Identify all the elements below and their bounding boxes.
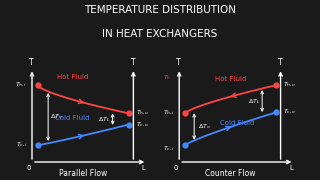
Text: T: T [278, 58, 283, 68]
Text: $T_{c,o}$: $T_{c,o}$ [283, 108, 296, 116]
Text: IN HEAT EXCHANGERS: IN HEAT EXCHANGERS [102, 29, 218, 39]
Text: Parallel Flow: Parallel Flow [59, 170, 107, 179]
Text: Cold Fluid: Cold Fluid [55, 115, 90, 121]
Text: TEMPERATURE DISTRIBUTION: TEMPERATURE DISTRIBUTION [84, 5, 236, 15]
Text: $\Delta T_o$: $\Delta T_o$ [198, 122, 210, 131]
Text: Hot Fluid: Hot Fluid [215, 75, 247, 82]
Text: Cold Fluid: Cold Fluid [220, 120, 254, 126]
Text: T: T [28, 58, 33, 68]
Text: $T_h$: $T_h$ [163, 73, 171, 82]
Text: T: T [176, 58, 180, 68]
Text: 0: 0 [26, 165, 31, 171]
Text: $\Delta T_L$: $\Delta T_L$ [248, 97, 260, 105]
Text: Counter Flow: Counter Flow [204, 170, 255, 179]
Text: $T_{c,i}$: $T_{c,i}$ [163, 145, 175, 153]
Text: $\Delta T_o$: $\Delta T_o$ [51, 112, 63, 122]
Text: $T_{c,o}$: $T_{c,o}$ [136, 120, 148, 129]
Text: L: L [289, 165, 293, 171]
Text: $\Delta T_L$: $\Delta T_L$ [98, 115, 110, 123]
Text: L: L [142, 165, 146, 171]
Text: $T_{h,i}$: $T_{h,i}$ [15, 81, 28, 89]
Text: Hot Fluid: Hot Fluid [57, 74, 88, 80]
Text: $T_{c,i}$: $T_{c,i}$ [16, 141, 28, 149]
Text: T: T [131, 58, 136, 68]
Text: $T_{h,o}$: $T_{h,o}$ [136, 109, 149, 117]
Text: 0: 0 [173, 165, 178, 171]
Text: $T_{h,i}$: $T_{h,i}$ [163, 109, 175, 117]
Text: $T_{h,o}$: $T_{h,o}$ [283, 81, 296, 89]
